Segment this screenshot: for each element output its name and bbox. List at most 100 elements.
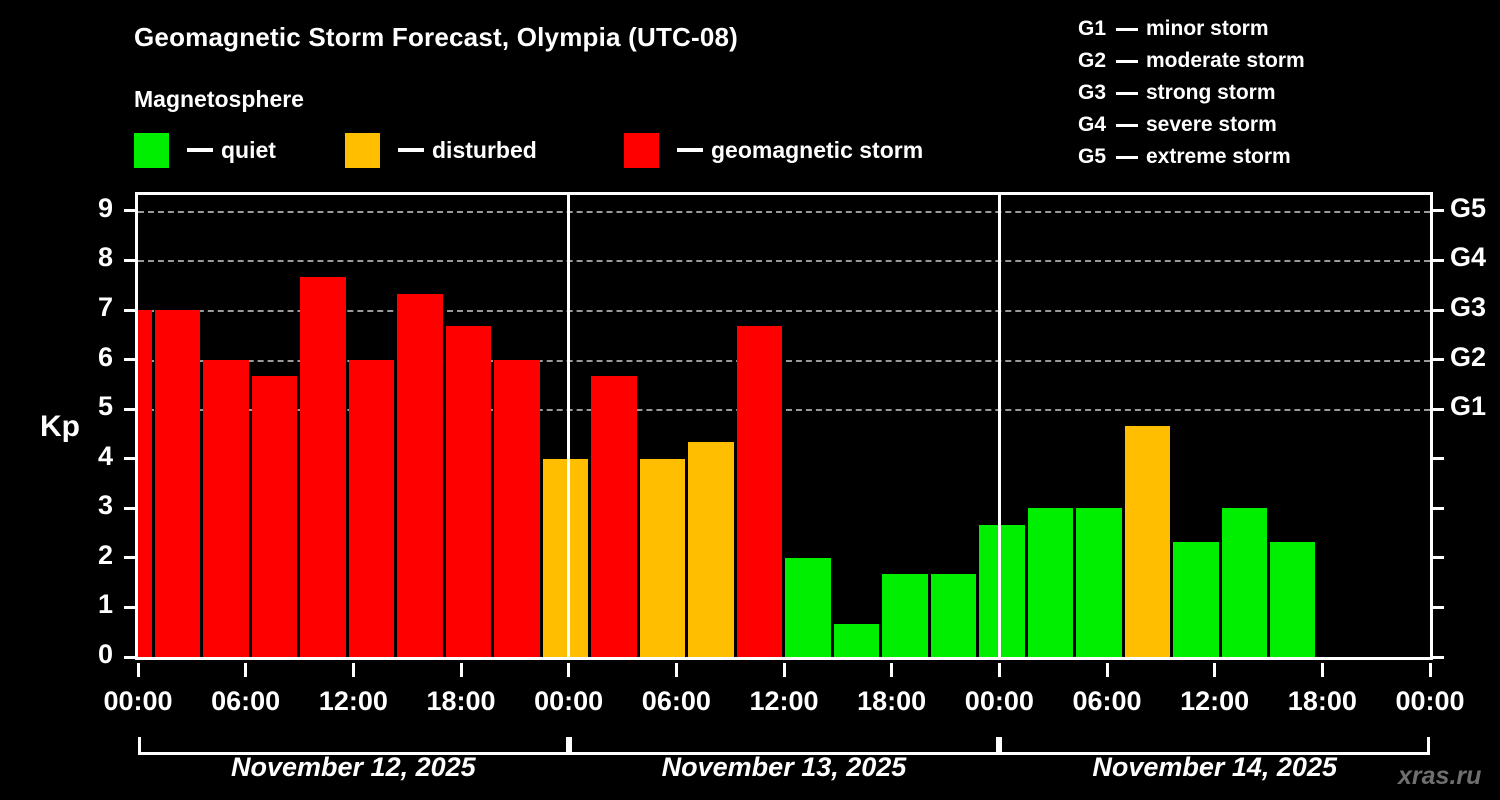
g-legend-row-g2: G2 moderate storm	[1078, 45, 1305, 77]
bar-quiet	[979, 524, 1025, 657]
plot-area	[135, 192, 1433, 660]
y-tick-mark-right-1	[1430, 605, 1444, 609]
x-tick-label-1: 06:00	[211, 686, 281, 716]
x-tick-mark-3	[459, 663, 463, 677]
g-legend-label: minor storm	[1146, 17, 1269, 40]
gridline-kp-6	[138, 359, 1430, 362]
x-tick-label-0: 00:00	[103, 686, 173, 716]
bar-storm	[203, 359, 249, 657]
y-tick-label-5: 5	[97, 391, 113, 422]
bar-storm	[300, 276, 346, 657]
subtitle-magnetosphere: Magnetosphere	[134, 86, 304, 112]
y-tick-mark-right-8	[1430, 258, 1444, 262]
x-tick-mark-5	[674, 663, 678, 677]
x-tick-label-3: 18:00	[426, 686, 496, 716]
x-tick-label-7: 18:00	[857, 686, 927, 716]
day-separator-2	[997, 195, 1001, 657]
g-legend-label: extreme storm	[1146, 145, 1291, 168]
legend-item-disturbed: disturbed	[345, 131, 537, 169]
g-axis-label-g5: G5	[1450, 192, 1487, 223]
x-tick-mark-10	[1213, 663, 1217, 677]
y-tick-mark-right-9	[1430, 209, 1444, 213]
day-separator-1	[567, 195, 571, 657]
g-legend-dash-icon	[1116, 91, 1138, 95]
y-tick-label-8: 8	[97, 242, 113, 273]
day-bracket-1	[138, 737, 569, 755]
x-tick-mark-7	[890, 663, 894, 677]
bar-quiet	[833, 623, 880, 657]
bar-quiet	[1221, 508, 1267, 657]
y-axis-label: Kp	[40, 410, 80, 443]
page-title: Geomagnetic Storm Forecast, Olympia (UTC…	[134, 22, 739, 52]
bar-quiet	[785, 557, 831, 657]
y-tick-mark-right-4	[1430, 457, 1444, 461]
y-tick-mark-right-0	[1430, 655, 1444, 659]
y-tick-mark-2	[124, 556, 138, 560]
day-bracket-2	[568, 737, 1000, 755]
y-tick-label-2: 2	[97, 539, 113, 570]
legend-label: quiet	[221, 136, 276, 163]
x-tick-mark-12	[1428, 663, 1432, 677]
g-legend-row-g4: G4 severe storm	[1078, 109, 1305, 141]
y-tick-mark-7	[124, 308, 138, 312]
g-legend-row-g5: G5 extreme storm	[1078, 141, 1305, 173]
g-legend-label: moderate storm	[1146, 49, 1305, 72]
legend-item-quiet: quiet	[134, 131, 276, 169]
legend-item-geomagnetic-storm: geomagnetic storm	[624, 131, 923, 169]
x-tick-mark-6	[782, 663, 786, 677]
bar-disturbed	[639, 458, 686, 657]
x-tick-label-12: 00:00	[1395, 686, 1465, 716]
green-swatch-icon	[134, 132, 169, 168]
bar-storm	[138, 310, 152, 657]
day-label-2: November 13, 2025	[661, 752, 907, 782]
y-tick-mark-right-6	[1430, 358, 1444, 362]
legend-dash-icon	[677, 148, 703, 152]
legend-label: geomagnetic storm	[711, 136, 924, 163]
y-tick-mark-4	[124, 457, 138, 461]
x-tick-mark-2	[351, 663, 355, 677]
g-legend-code: G4	[1078, 113, 1107, 136]
g-axis-label-g1: G1	[1450, 391, 1487, 422]
x-tick-mark-0	[136, 663, 140, 677]
y-tick-mark-8	[124, 258, 138, 262]
x-tick-mark-4	[567, 663, 571, 677]
bar-disturbed	[542, 458, 589, 657]
bar-disturbed	[688, 442, 734, 657]
gridline-kp-5	[138, 409, 1430, 412]
y-tick-label-4: 4	[97, 440, 113, 471]
y-tick-mark-6	[124, 358, 138, 362]
watermark: xras.ru	[1398, 762, 1482, 790]
g-legend-label: severe storm	[1146, 113, 1277, 136]
y-tick-mark-5	[124, 407, 138, 411]
bar-storm	[445, 326, 492, 657]
g-axis-label-g3: G3	[1450, 292, 1487, 322]
bar-quiet	[1270, 541, 1316, 657]
day-label-1: November 12, 2025	[231, 752, 476, 782]
y-tick-mark-1	[124, 605, 138, 609]
bar-storm	[348, 359, 395, 657]
x-tick-label-10: 12:00	[1180, 686, 1250, 716]
g-legend-dash-icon	[1116, 123, 1138, 127]
x-tick-mark-11	[1320, 663, 1324, 677]
g-legend-code: G2	[1078, 49, 1107, 72]
bar-storm	[494, 359, 540, 657]
x-tick-mark-8	[997, 663, 1001, 677]
y-tick-mark-0	[124, 655, 138, 659]
y-tick-mark-3	[124, 506, 138, 510]
y-tick-label-1: 1	[97, 589, 113, 620]
y-tick-mark-right-5	[1430, 407, 1444, 411]
g-scale-legend: G1 minor storm G2 moderate storm G3 strong st…	[1078, 13, 1305, 173]
bar-series	[138, 195, 1430, 657]
bar-storm	[736, 326, 783, 657]
gridline-kp-7	[138, 310, 1430, 312]
y-tick-mark-9	[124, 209, 138, 213]
day-bracket-3	[999, 737, 1430, 755]
g-legend-dash-icon	[1116, 59, 1138, 63]
g-legend-code: G3	[1078, 81, 1107, 104]
g-legend-code: G1	[1078, 17, 1107, 40]
y-tick-label-3: 3	[97, 490, 113, 521]
bar-quiet	[1027, 508, 1074, 657]
bar-storm	[397, 293, 443, 657]
g-legend-code: G5	[1078, 145, 1107, 168]
